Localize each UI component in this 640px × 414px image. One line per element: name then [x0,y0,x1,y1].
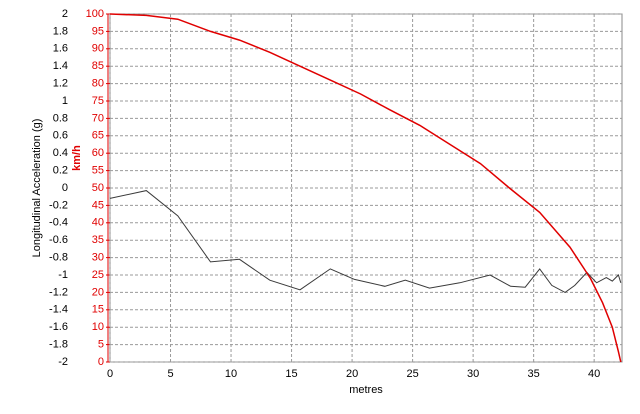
y-tick-label: -0.2 [49,199,68,211]
y2-tick-label: 75 [92,95,104,107]
y2-tick-label: 40 [92,217,104,229]
y-tick-label: 1.2 [53,78,68,90]
y2-tick-label: 90 [92,43,104,55]
y-tick-label: 0.2 [53,165,68,177]
y-tick-label: -2 [58,356,68,368]
y-tick-label: 0.4 [53,147,68,159]
y-tick-label: -0.4 [49,217,68,229]
y2-tick-label: 50 [92,182,104,194]
x-tick-label: 10 [225,368,237,380]
x-tick-label: 30 [467,368,479,380]
y-tick-label: 1 [62,95,68,107]
series-line [109,190,622,293]
y-tick-label: -0.6 [49,234,68,246]
x-tick-label: 35 [528,368,540,380]
y-tick-label: 1.4 [53,60,68,72]
y2-tick-label: 65 [92,130,104,142]
x-tick-label: 20 [346,368,358,380]
x-tick-label: 15 [285,368,297,380]
y2-tick-label: 5 [98,339,104,351]
y2-tick-label: 0 [98,356,104,368]
y-tick-label: 0 [62,182,68,194]
y2-tick-label: 80 [92,78,104,90]
y2-tick-label: 85 [92,60,104,72]
y2-tick-label: 100 [86,8,104,20]
x-tick-label: 5 [167,368,173,380]
y-tick-label: -1.4 [49,304,68,316]
y2-tick-label: 95 [92,25,104,37]
y-tick-label: 1.8 [53,25,68,37]
y2-tick-label: 60 [92,147,104,159]
y-tick-label: 1.6 [53,43,68,55]
series-line [109,13,622,363]
y2-tick-label: 70 [92,112,104,124]
y-tick-label: 0.6 [53,130,68,142]
x-tick-label: 25 [406,368,418,380]
y2-tick-label: 35 [92,234,104,246]
y2-tick-label: 25 [92,269,104,281]
y2-tick-label: 45 [92,199,104,211]
y-tick-label: -1.8 [49,339,68,351]
y2-tick-label: 55 [92,165,104,177]
y-tick-label: -0.8 [49,252,68,264]
y-tick-label: 0.8 [53,112,68,124]
y2-axis-label: km/h [71,145,83,171]
y-tick-label: -1 [58,269,68,281]
x-tick-label: 0 [107,368,113,380]
x-tick-label: 40 [588,368,600,380]
y2-tick-label: 15 [92,304,104,316]
y-tick-label: -1.2 [49,286,68,298]
y2-tick-label: 20 [92,286,104,298]
y-tick-label: -1.6 [49,321,68,333]
x-axis-label: metres [349,384,383,396]
y2-tick-label: 10 [92,321,104,333]
y-tick-label: 2 [62,8,68,20]
y2-tick-label: 30 [92,252,104,264]
y-axis-label: Longitudinal Acceleration (g) [31,119,43,258]
